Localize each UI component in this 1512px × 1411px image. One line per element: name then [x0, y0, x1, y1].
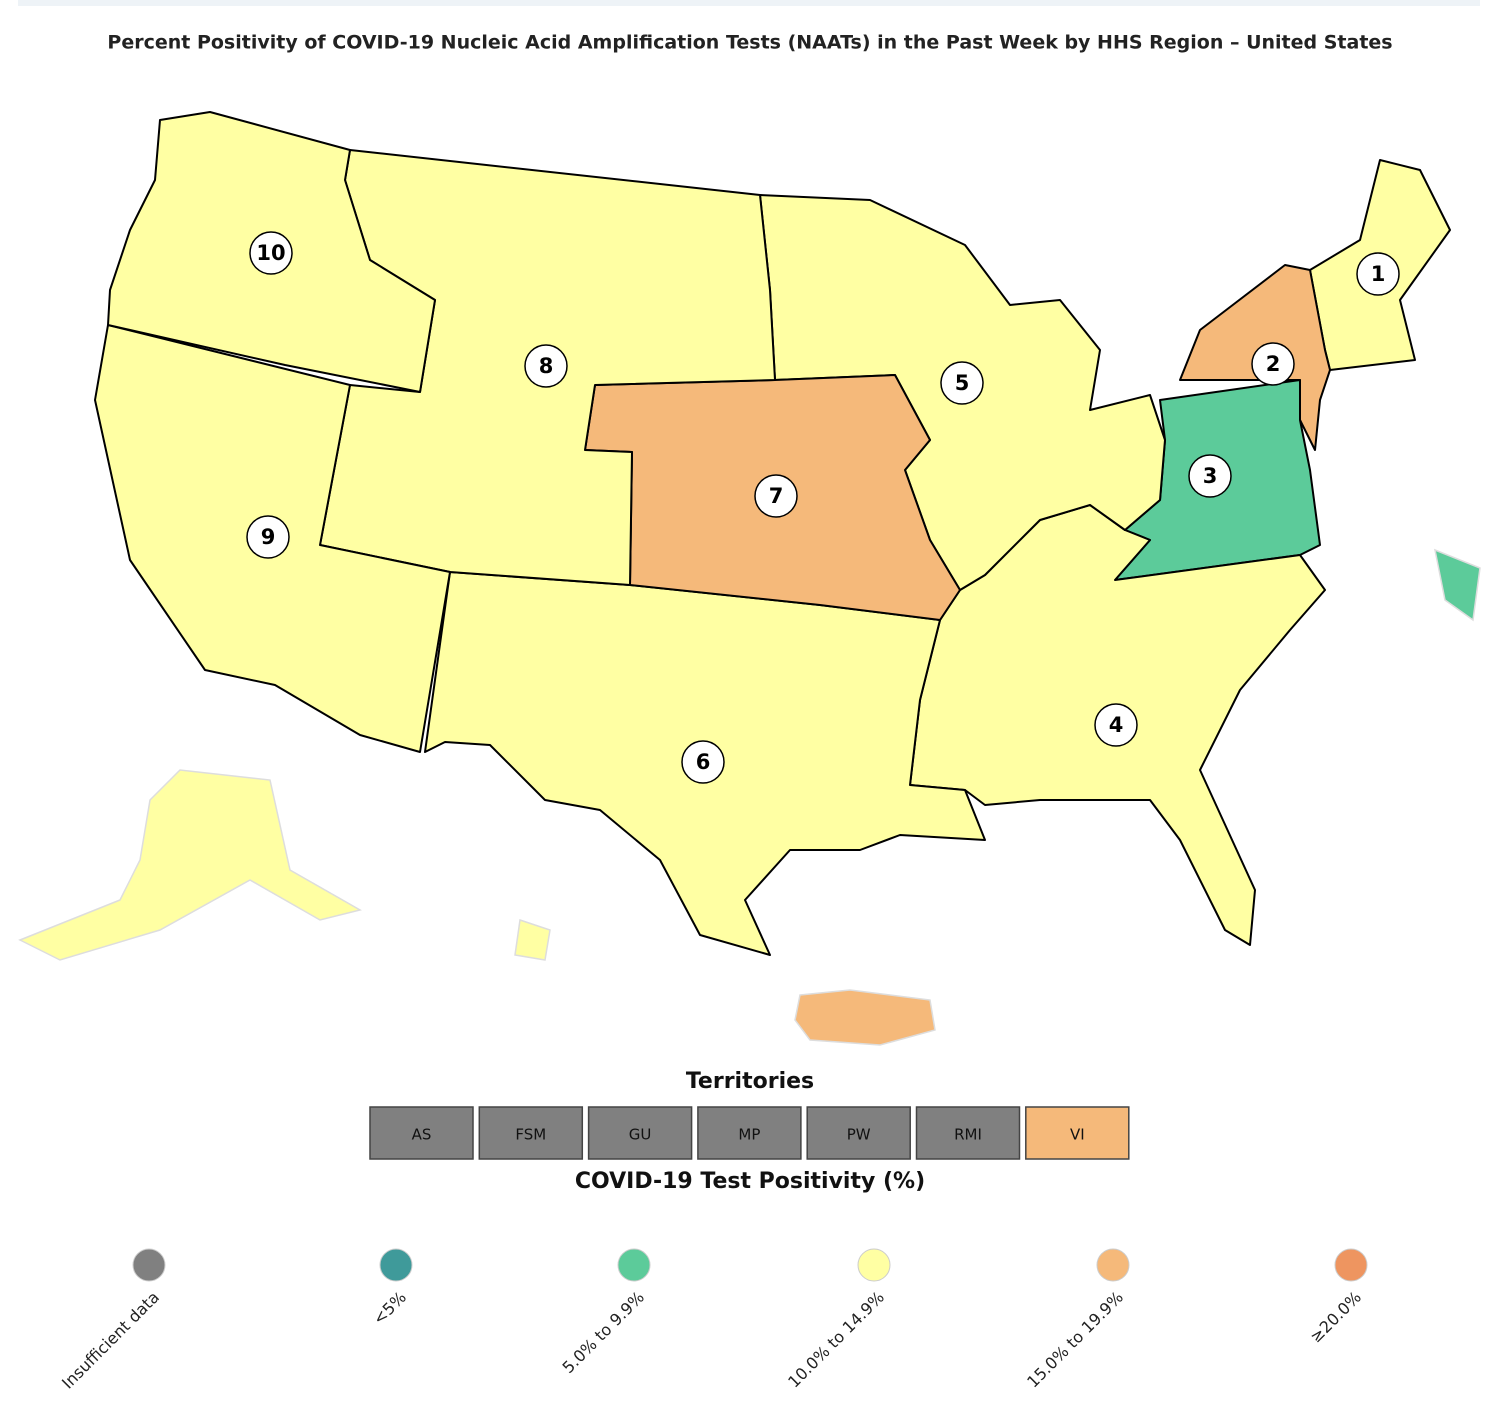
region-label: 8	[539, 354, 554, 378]
region-label: 6	[696, 750, 711, 774]
region-badge	[249, 231, 293, 275]
region-inset	[514, 919, 551, 961]
region-label: 2	[1266, 352, 1281, 376]
region-badge	[1251, 342, 1295, 386]
legend-swatch	[132, 1248, 166, 1282]
territory-label: RMI	[954, 1126, 982, 1144]
region-badge	[1356, 252, 1400, 296]
region-label: 9	[261, 525, 276, 549]
territory-box	[915, 1106, 1021, 1160]
territory-label: MP	[738, 1126, 760, 1144]
legend-label: ≥20.0%	[1306, 1288, 1365, 1347]
legend-swatch	[1096, 1248, 1130, 1282]
map-title: Percent Positivity of COVID-19 Nucleic A…	[107, 32, 1392, 54]
territories-title: Territories	[686, 1069, 814, 1094]
legend-label: 5.0% to 9.9%	[559, 1288, 648, 1377]
territory-box	[369, 1106, 474, 1160]
region-label: 3	[1203, 464, 1218, 488]
region-label: 5	[955, 371, 970, 395]
territory-box	[697, 1106, 802, 1160]
territory-label: VI	[1070, 1126, 1085, 1144]
region-badge	[754, 474, 798, 518]
legend-label: <5%	[369, 1288, 410, 1329]
region-label: 7	[769, 484, 784, 508]
territory-box	[806, 1106, 911, 1160]
territory-label: PW	[847, 1126, 871, 1144]
top-bar	[18, 0, 1480, 6]
legend-swatch	[379, 1248, 413, 1282]
legend-label: 15.0% to 19.9%	[1023, 1288, 1127, 1392]
territory-box	[587, 1106, 693, 1160]
territory-box	[1025, 1106, 1130, 1160]
region-label: 1	[1371, 262, 1386, 286]
legend-title: COVID-19 Test Positivity (%)	[575, 1169, 925, 1194]
region-label: 10	[256, 241, 285, 265]
territory-box	[478, 1106, 584, 1160]
region-inset	[1433, 548, 1481, 622]
legend-label: Insufficient data	[58, 1288, 163, 1393]
region-inset	[18, 769, 362, 961]
territory-label: AS	[412, 1126, 432, 1144]
legend-swatch	[1334, 1248, 1368, 1282]
region-badge	[940, 361, 984, 405]
region-badge	[246, 515, 290, 559]
region-badge	[524, 344, 568, 388]
region-label: 4	[1109, 713, 1124, 737]
region-badge	[1094, 703, 1138, 747]
region-badge	[1188, 454, 1232, 498]
territory-label: FSM	[515, 1126, 546, 1144]
legend-swatch	[617, 1248, 651, 1282]
legend-label: 10.0% to 14.9%	[784, 1288, 888, 1392]
territory-label: GU	[629, 1126, 652, 1144]
region-badge	[681, 740, 725, 784]
legend-swatch	[857, 1248, 891, 1282]
region-inset	[794, 989, 936, 1046]
